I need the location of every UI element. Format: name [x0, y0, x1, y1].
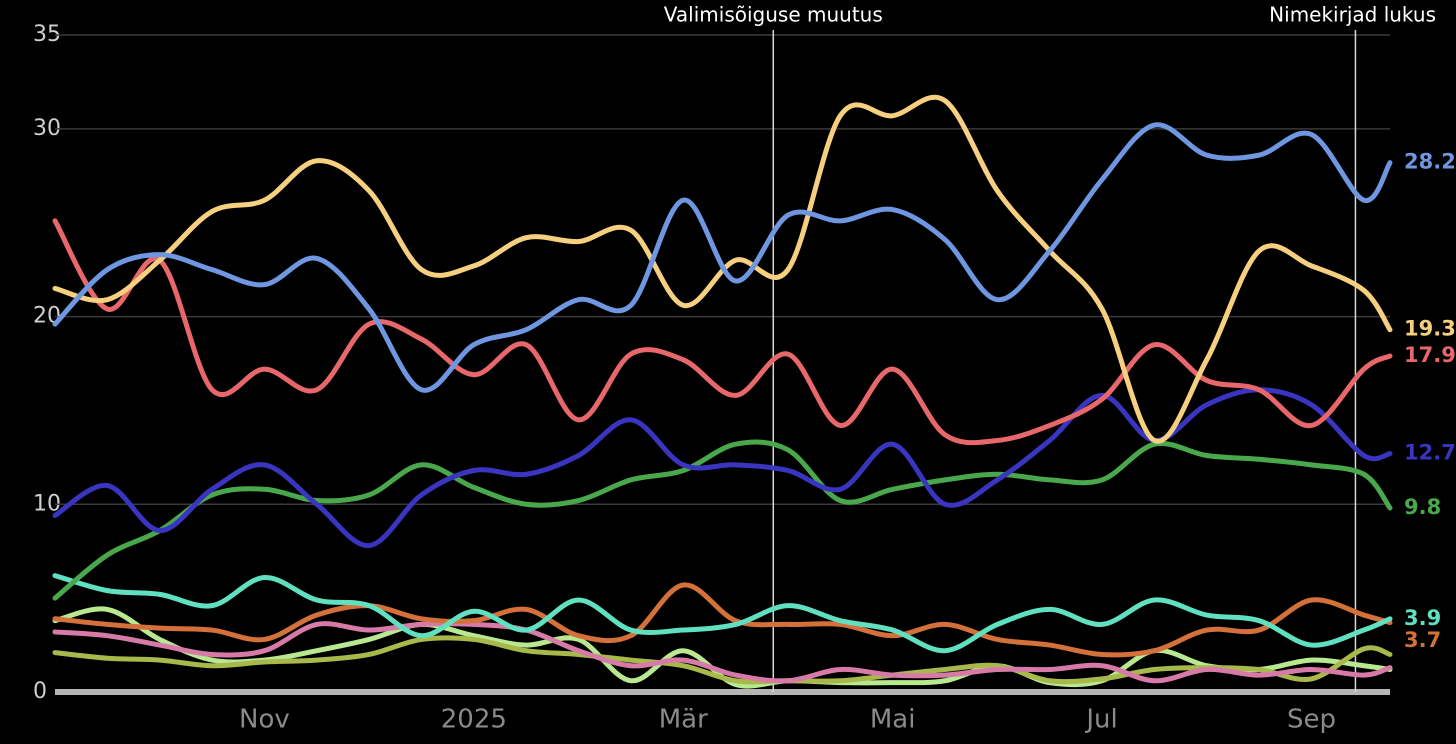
series-line	[52, 573, 1393, 654]
annotation-label: Valimisõiguse muutus	[664, 3, 883, 27]
end-label: 3.9	[1404, 606, 1441, 630]
end-label: 9.8	[1404, 495, 1441, 519]
x-tick-label: 2025	[441, 705, 507, 735]
x-tick-label: Jul	[1084, 705, 1117, 735]
y-tick-label: 0	[33, 679, 47, 704]
end-label: 19.3	[1404, 317, 1456, 341]
end-label: 12.7	[1404, 441, 1456, 465]
end-label: 17.9	[1404, 343, 1456, 367]
series-line	[52, 218, 1393, 446]
end-label: 3.7	[1404, 628, 1441, 652]
series-line	[52, 621, 1393, 684]
series-line	[52, 606, 1393, 689]
x-tick-label: Sep	[1287, 705, 1336, 735]
series-line	[52, 582, 1393, 658]
end-label: 28.2	[1404, 150, 1456, 174]
series-line	[52, 635, 1393, 685]
annotation-label: Nimekirjad lukus	[1269, 3, 1436, 27]
x-tick-label: Nov	[239, 705, 290, 735]
x-tick-label: Mai	[870, 705, 916, 735]
x-tick-label: Mär	[659, 705, 708, 735]
series-line	[52, 439, 1393, 601]
series-line	[52, 387, 1393, 549]
series-line	[52, 94, 1393, 444]
series-line	[52, 122, 1393, 393]
